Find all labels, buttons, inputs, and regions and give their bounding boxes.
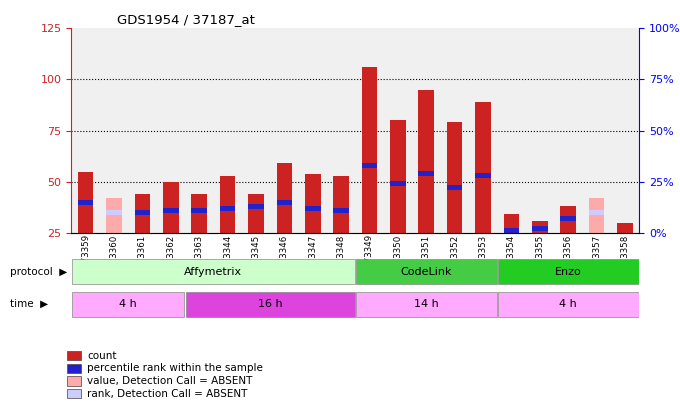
Bar [475, 173, 491, 178]
Bar [78, 200, 93, 205]
Text: 4 h: 4 h [119, 299, 137, 309]
Bar [277, 200, 292, 205]
Text: 14 h: 14 h [414, 299, 439, 309]
Bar [356, 259, 496, 284]
Bar [186, 292, 355, 317]
Bar [390, 120, 406, 233]
Bar [475, 102, 491, 233]
Bar [135, 210, 150, 215]
Bar [72, 292, 184, 317]
Bar [191, 194, 207, 233]
Bar [67, 351, 82, 360]
Bar [305, 206, 320, 211]
Bar [78, 172, 93, 233]
Text: protocol  ▶: protocol ▶ [10, 267, 67, 277]
Bar [418, 171, 434, 176]
Bar [248, 204, 264, 209]
Bar [163, 208, 179, 213]
Text: time  ▶: time ▶ [10, 299, 48, 309]
Bar [333, 208, 349, 213]
Bar [106, 198, 122, 233]
Text: count: count [87, 351, 117, 361]
Bar [362, 163, 377, 168]
Text: Enzo: Enzo [555, 267, 581, 277]
Bar [504, 215, 520, 233]
Bar [277, 163, 292, 233]
Bar [135, 194, 150, 233]
Text: percentile rank within the sample: percentile rank within the sample [87, 363, 263, 373]
Bar [418, 90, 434, 233]
Bar [67, 389, 82, 399]
Bar [504, 228, 520, 233]
Bar [447, 122, 462, 233]
Text: rank, Detection Call = ABSENT: rank, Detection Call = ABSENT [87, 388, 248, 399]
Bar [560, 206, 576, 233]
Text: CodeLink: CodeLink [401, 267, 452, 277]
Text: GDS1954 / 37187_at: GDS1954 / 37187_at [117, 13, 255, 26]
Bar [390, 181, 406, 186]
Bar [163, 182, 179, 233]
Bar [362, 67, 377, 233]
Bar [447, 185, 462, 190]
Bar [589, 198, 605, 233]
Text: 4 h: 4 h [560, 299, 577, 309]
Bar [333, 176, 349, 233]
Bar [617, 223, 633, 233]
Bar [248, 194, 264, 233]
Text: Affymetrix: Affymetrix [184, 267, 242, 277]
Bar [67, 364, 82, 373]
Bar [191, 208, 207, 213]
Bar [532, 221, 547, 233]
Bar [356, 292, 496, 317]
Bar [67, 376, 82, 386]
Text: value, Detection Call = ABSENT: value, Detection Call = ABSENT [87, 376, 252, 386]
Bar [220, 176, 235, 233]
Bar [106, 210, 122, 215]
Bar [498, 292, 639, 317]
Bar [305, 174, 320, 233]
Bar [220, 206, 235, 211]
Bar [498, 259, 639, 284]
Bar [532, 226, 547, 231]
Bar [72, 259, 355, 284]
Bar [589, 210, 605, 215]
Bar [560, 216, 576, 221]
Text: 16 h: 16 h [258, 299, 282, 309]
